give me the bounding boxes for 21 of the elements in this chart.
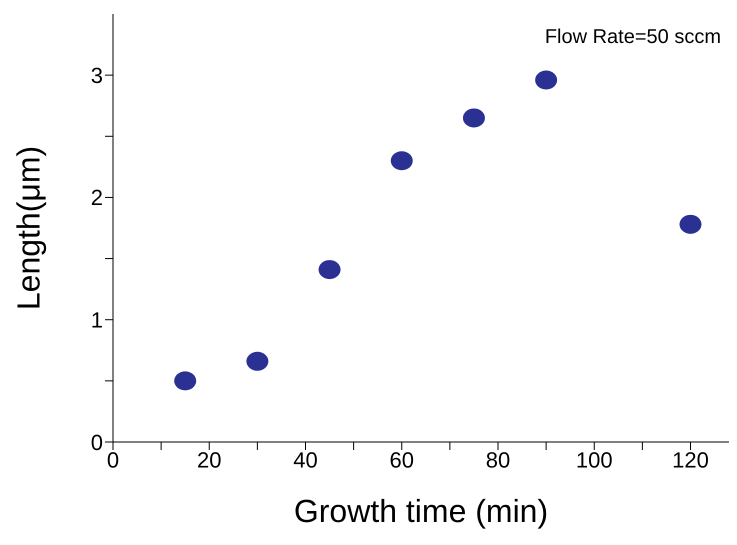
point: [462, 108, 485, 128]
x-tick-label: 120: [672, 448, 709, 473]
x-tick-label: 60: [390, 448, 414, 473]
point: [246, 352, 268, 371]
x-tick-label: 80: [486, 448, 510, 473]
x-tick-label: 0: [106, 448, 120, 473]
y-tick-label: 0: [90, 430, 103, 455]
x-tick-label: 40: [293, 448, 318, 473]
point: [680, 214, 702, 234]
point: [390, 151, 413, 170]
y-tick-label: 2: [90, 185, 103, 210]
x-axis-title: Growth time (min): [294, 493, 548, 529]
x-tick-label: 100: [576, 448, 613, 473]
annotation: Flow Rate=50 sccm: [544, 26, 721, 49]
y-axis-title: Length(μm): [10, 146, 46, 310]
y-tick-label: 1: [90, 308, 103, 333]
point: [174, 371, 196, 390]
y-tick-label: 3: [90, 62, 103, 88]
point: [535, 70, 558, 90]
point: [318, 260, 341, 280]
x-tick-label: 20: [197, 448, 222, 473]
